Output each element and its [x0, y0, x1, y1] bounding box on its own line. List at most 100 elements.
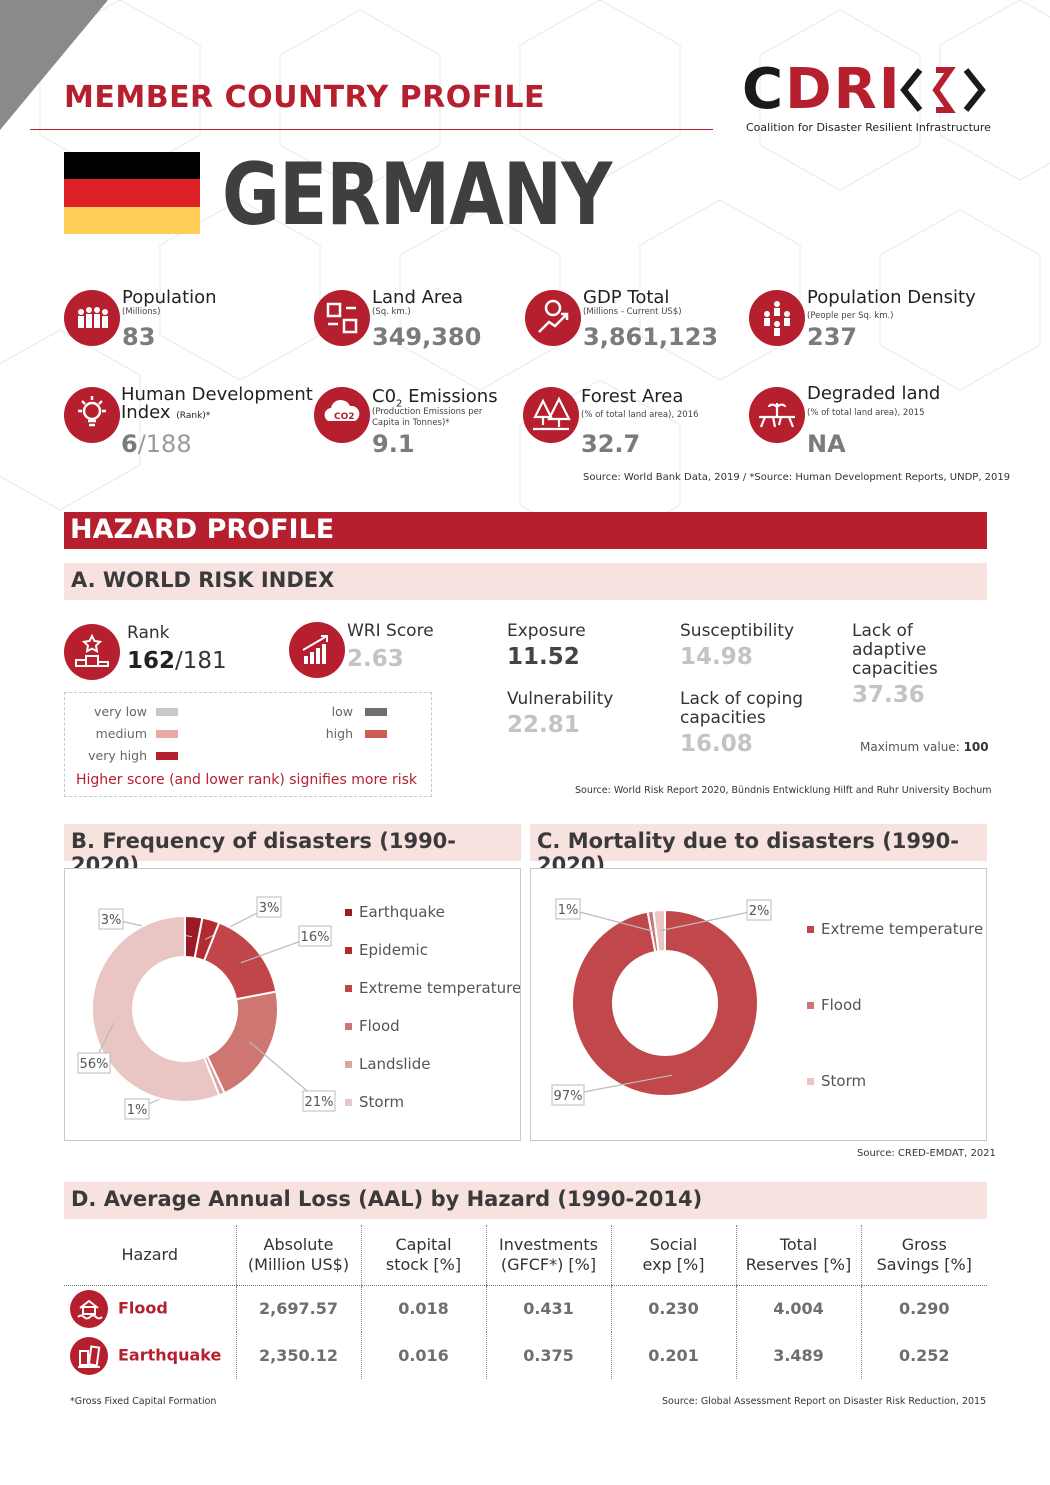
legend-low-label: low	[331, 704, 353, 719]
aal-footnote: *Gross Fixed Capital Formation	[70, 1396, 217, 1407]
vulnerability-value: 22.81	[507, 712, 580, 738]
mortality-section-header: C. Mortality due to disasters (1990-2020…	[530, 824, 987, 877]
frequency-legend-swatch	[345, 1061, 352, 1068]
mortality-donut-chart: 97% 1% 2% Extreme temperature Flood Storm	[551, 898, 983, 1106]
aal-table: Hazard Absolute (Million US$) Capital stoc…	[64, 1225, 987, 1379]
frequency-callout-box	[124, 1098, 150, 1120]
aal-cell: 0.252	[860, 1332, 987, 1379]
mortality-legend-swatch	[807, 926, 814, 933]
population-density-icon	[749, 290, 805, 346]
hdi-label: Human Development	[121, 384, 313, 405]
co2-label-sub: 2	[396, 398, 403, 410]
corner-decoration	[0, 0, 108, 130]
mortality-callout-line	[660, 909, 760, 932]
aal-source: Source: Global Assessment Report on Disa…	[662, 1396, 987, 1407]
aal-cell: Flood	[118, 1298, 168, 1318]
hdi-label-2: Index (Rank)*	[121, 403, 210, 426]
frequency-legend-label: Earthquake	[359, 903, 445, 921]
lack-adaptive-label-1: Lack of	[852, 621, 913, 641]
svg-text:CO2: CO2	[334, 412, 355, 422]
population-label: Population	[122, 287, 217, 308]
aal-header-reserves: Total Reserves [%]	[735, 1225, 861, 1286]
aal-header-savings: Gross Savings [%]	[860, 1225, 987, 1286]
frequency-legend-swatch	[345, 985, 352, 992]
aal-header-text: Social	[649, 1234, 698, 1254]
aal-header-text: Reserves [%]	[745, 1254, 852, 1274]
frequency-legend-label: Flood	[359, 1017, 400, 1035]
co2-unit-1: (Production Emissions per	[372, 407, 483, 417]
population-density-unit: (People per Sq. km.)	[807, 311, 894, 321]
co2-label-rest: Emissions	[402, 386, 498, 407]
wri-score-label: WRI Score	[347, 621, 434, 641]
gdp-unit: (Millions - Current US$)	[583, 307, 682, 317]
degraded-land-unit: (% of total land area), 2015	[807, 408, 925, 418]
mortality-chart-panel: 97% 1% 2% Extreme temperature Flood Storm	[530, 868, 987, 1141]
vulnerability-label: Vulnerability	[507, 689, 614, 709]
rank-number: 162	[127, 648, 176, 674]
susceptibility-label: Susceptibility	[680, 621, 795, 641]
risk-legend-note: Higher score (and lower rank) signifies …	[76, 772, 418, 788]
population-density-label: Population Density	[807, 287, 976, 308]
co2-cloud-icon: CO2	[314, 387, 370, 443]
hdi-unit: (Rank)*	[176, 411, 211, 421]
risk-legend: very low medium very high low high Highe…	[64, 692, 432, 797]
mortality-legend-swatch	[807, 1002, 814, 1009]
aal-header-investments: Investments (GFCF*) [%]	[485, 1225, 611, 1286]
aal-cell: 0.375	[485, 1332, 611, 1379]
lightbulb-icon	[64, 387, 120, 443]
population-value: 83	[122, 323, 156, 351]
mortality-callout-box	[746, 899, 772, 921]
mortality-data-label: 2%	[749, 904, 770, 919]
lack-coping-value: 16.08	[680, 731, 753, 757]
flood-icon	[70, 1289, 108, 1328]
forest-unit: (% of total land area), 2016	[581, 410, 699, 420]
land-area-icon	[314, 290, 370, 346]
rank-podium-icon	[64, 624, 120, 680]
mortality-callout-line	[567, 1074, 672, 1096]
mortality-legend-label: Extreme temperature	[821, 920, 983, 938]
frequency-callout-box	[302, 1090, 336, 1112]
aal-cell: 2,697.57	[235, 1285, 361, 1332]
mortality-data-label: 1%	[558, 903, 579, 918]
rank-label: Rank	[127, 623, 170, 643]
exposure-value: 11.52	[507, 644, 580, 670]
frequency-donut-chart: 3% 3% 16% 21% 1% 56% Earthquake Epidemic Extreme…	[77, 896, 521, 1120]
maximum-value-note: Maximum value: 100	[860, 740, 989, 754]
rank-total: /181	[175, 648, 227, 674]
aal-header-text: exp [%]	[642, 1254, 705, 1274]
aal-header-social: Social exp [%]	[610, 1225, 736, 1286]
wri-section-header: A. WORLD RISK INDEX	[64, 563, 987, 600]
land-area-label: Land Area	[372, 287, 464, 308]
mortality-data-label: 97%	[554, 1089, 583, 1104]
germany-flag	[64, 152, 200, 234]
frequency-slice-extreme-temperature	[202, 921, 278, 1001]
aal-header-text: Gross	[901, 1234, 947, 1254]
aal-header-text: Investments	[499, 1234, 598, 1254]
lack-coping-label-1: Lack of coping	[680, 689, 804, 709]
frequency-data-label: 56%	[80, 1057, 109, 1072]
legend-medium-swatch	[156, 730, 178, 738]
susceptibility-value: 14.98	[680, 644, 753, 670]
wri-score-chart-icon	[289, 622, 345, 678]
mortality-legend-swatch	[807, 1078, 814, 1085]
frequency-data-label: 16%	[301, 930, 330, 945]
rank-value: 162/181	[127, 648, 227, 674]
aal-cell: 4.004	[735, 1285, 861, 1332]
cdri-logo-subtitle: Coalition for Disaster Resilient Infrast…	[746, 121, 991, 134]
aal-hazard-flood: Flood	[64, 1285, 236, 1332]
aal-cell: 0.230	[610, 1285, 736, 1332]
hdi-index-text: Index	[121, 402, 171, 423]
background-pattern	[0, 0, 1050, 520]
header-divider	[30, 129, 713, 130]
frequency-legend-label: Extreme temperature	[359, 979, 520, 997]
gdp-icon	[525, 290, 581, 346]
lack-coping-label-2: capacities	[680, 708, 766, 728]
aal-section-title: D. Average Annual Loss (AAL) by Hazard (…	[71, 1187, 703, 1211]
gdp-label: GDP Total	[583, 287, 670, 308]
lack-adaptive-label-3: capacities	[852, 659, 938, 679]
population-icon	[64, 290, 120, 346]
mortality-source: Source: CRED-EMDAT, 2021	[857, 1148, 996, 1159]
hazard-profile-banner: HAZARD PROFILE	[64, 512, 987, 549]
lack-adaptive-label-2: adaptive	[852, 640, 927, 660]
forest-label: Forest Area	[581, 386, 684, 407]
